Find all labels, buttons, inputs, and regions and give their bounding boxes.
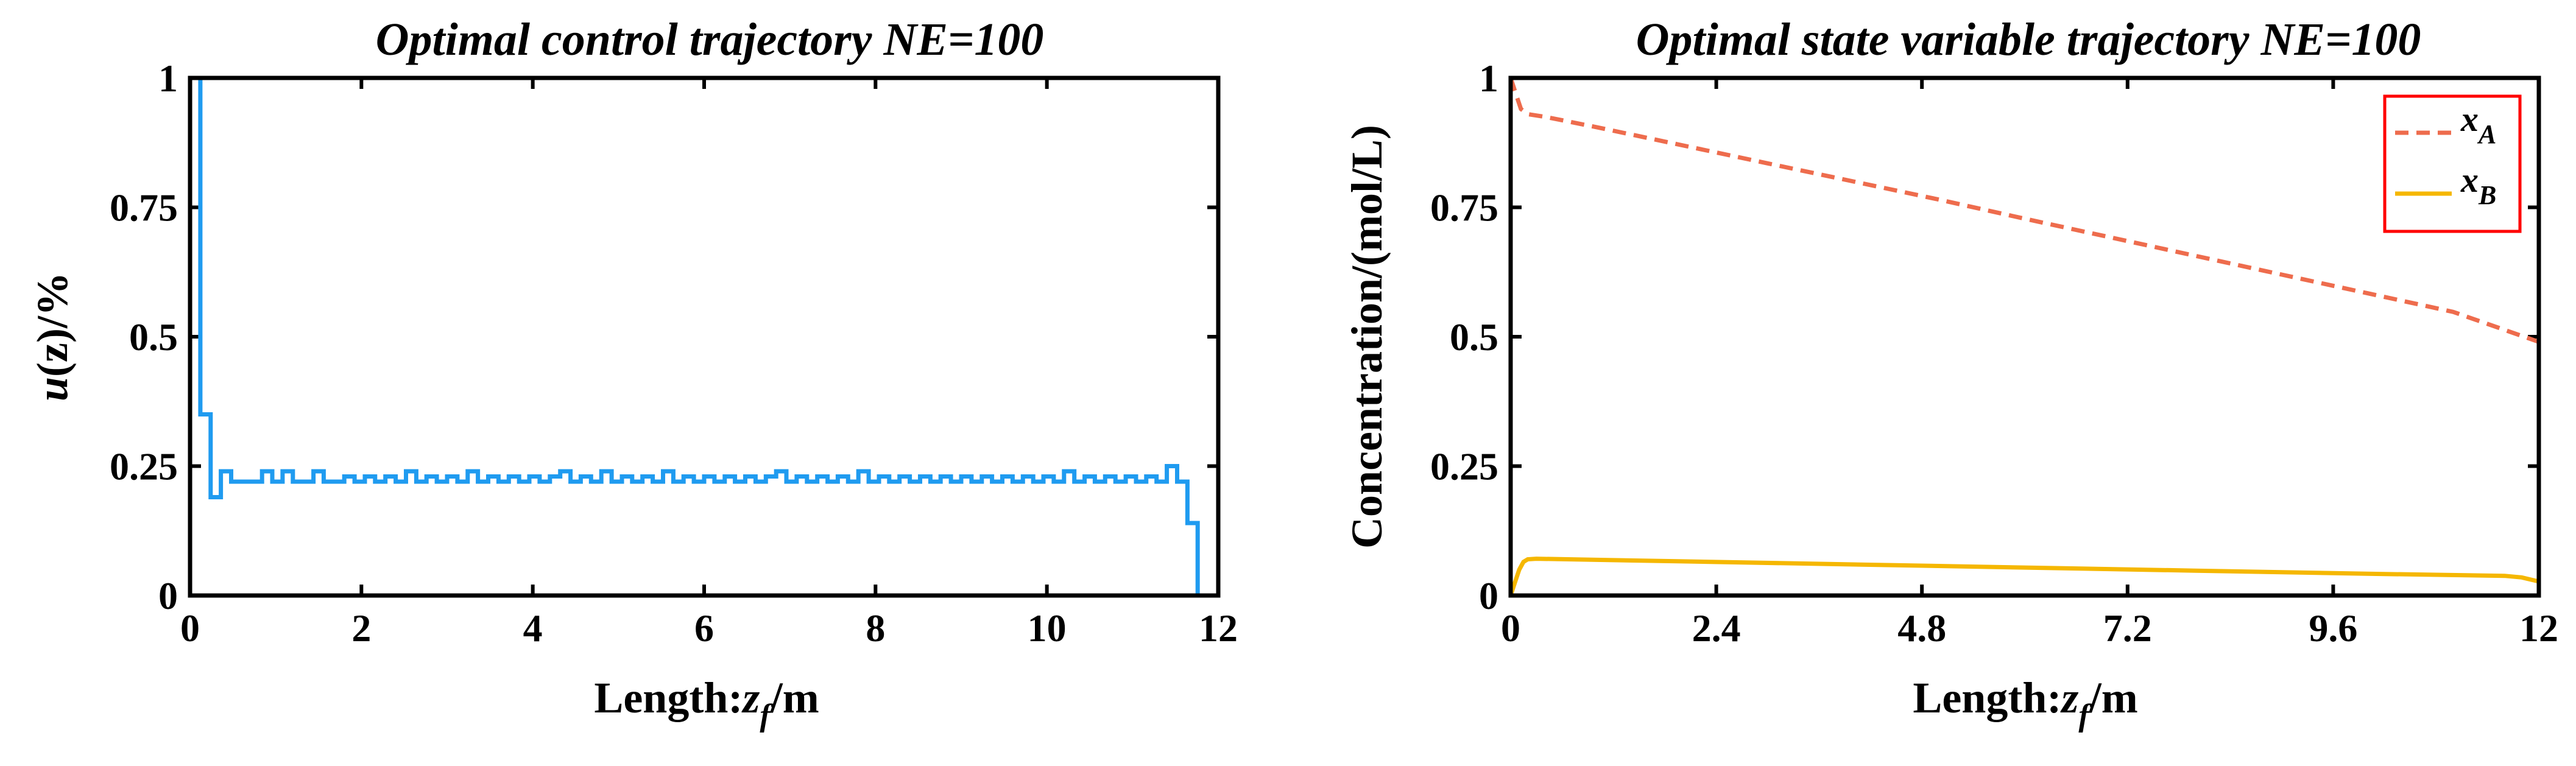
state-trajectory-chart: Optimal state variable trajectory NE=100… — [1343, 14, 2558, 733]
x-axis-label-suffix: /m — [2089, 673, 2138, 722]
x-axis-label-var: z — [2059, 673, 2078, 722]
y-tick-label: 0 — [158, 574, 178, 617]
x-axis-label: Length:zf/m — [1913, 673, 2137, 733]
legend-box — [2383, 94, 2522, 233]
y-tick-label: 0.25 — [110, 445, 178, 488]
x-tick-label: 0 — [180, 606, 200, 650]
chart-title: Optimal control trajectory NE=100 — [376, 14, 1044, 65]
y-tick-label: 0.25 — [1430, 445, 1498, 488]
x-axis-label-var: z — [741, 673, 760, 722]
x-axis-label-prefix: Length: — [1913, 673, 2061, 722]
x-tick-label: 12 — [2519, 606, 2558, 650]
x-tick-label: 2.4 — [1692, 606, 1741, 650]
series-line-x-b — [1508, 557, 2539, 597]
x-tick-label: 7.2 — [2103, 606, 2152, 650]
legend-label-xa-sub: A — [2477, 119, 2496, 149]
x-tick-label: 8 — [866, 606, 885, 650]
axes-frame — [188, 76, 1221, 598]
x-axis-label-prefix: Length: — [594, 673, 743, 722]
legend-label-xa: xA — [2460, 99, 2496, 149]
x-axis-label-sub: f — [760, 698, 773, 733]
x-axis-label-suffix: /m — [770, 673, 819, 722]
y-tick-label: 1 — [158, 57, 178, 100]
y-axis-label-var: u — [28, 377, 77, 401]
x-tick-label: 0 — [1501, 606, 1520, 650]
y-axis-label: Concentration/(mol/L) — [1343, 125, 1391, 549]
x-tick-label: 9.6 — [2309, 606, 2357, 650]
x-tick-label: 2 — [351, 606, 371, 650]
axes-frame — [1508, 76, 2541, 598]
control-trajectory-chart: Optimal control trajectory NE=100 0 2 4 6 8 1… — [28, 14, 1238, 733]
x-tick-label: 6 — [694, 606, 714, 650]
y-tick-label: 1 — [1479, 57, 1498, 100]
y-tick-label: 0 — [1479, 574, 1498, 617]
legend: xA xB — [2383, 94, 2522, 233]
x-axis-label: Length:zf/m — [594, 673, 819, 733]
y-axis-label-rest: (z)/% — [28, 272, 77, 377]
legend-label-xa-var: x — [2460, 99, 2479, 139]
y-tick-label: 0.75 — [1430, 186, 1498, 230]
legend-label-xb: xB — [2460, 160, 2496, 210]
legend-label-xb-var: x — [2460, 160, 2479, 200]
series-line-u-z- — [190, 76, 1218, 598]
x-axis-label-sub: f — [2078, 698, 2092, 733]
x-tick-label: 10 — [1028, 606, 1067, 650]
y-axis-label: u(z)/% — [28, 272, 77, 401]
y-tick-label: 0.75 — [110, 186, 178, 230]
x-tick-label: 4 — [523, 606, 543, 650]
chart-title: Optimal state variable trajectory NE=100 — [1636, 14, 2421, 65]
legend-label-xb-sub: B — [2478, 180, 2496, 210]
x-tick-label: 12 — [1199, 606, 1238, 650]
x-tick-label: 4.8 — [1897, 606, 1946, 650]
series-line-x-a — [1508, 77, 2540, 344]
y-tick-label: 0.5 — [1450, 315, 1498, 359]
y-tick-label: 0.5 — [129, 315, 178, 359]
